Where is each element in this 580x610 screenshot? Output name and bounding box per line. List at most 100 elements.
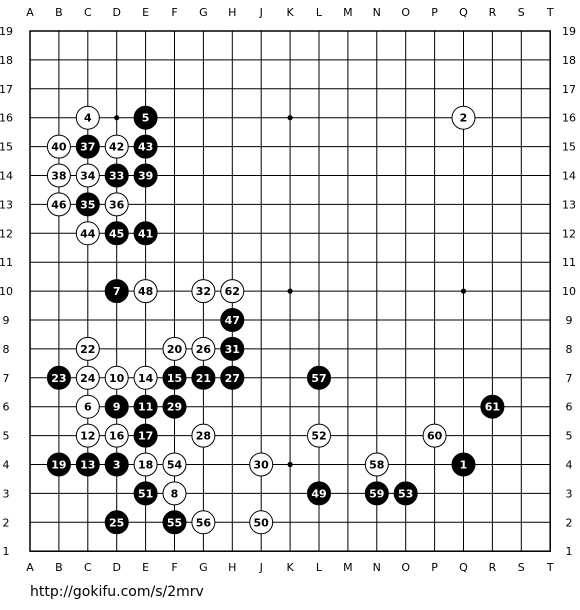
stone-disc [191,279,216,304]
move-number: 45 [109,227,124,240]
stone-disc [46,134,71,159]
board-coordinates: AABBCCDDEEFFGGHHJJKKLLMMNNOOPPQQRRSSTT19… [0,6,576,574]
stone-disc [104,279,129,304]
column-label-top: N [373,6,381,19]
move-number: 60 [427,430,443,443]
star-point [287,115,293,121]
stone-disc [133,481,158,506]
move-number: 32 [196,285,211,298]
star-point [287,461,293,468]
column-label-bottom: A [26,561,34,574]
stone-disc [191,510,216,535]
stone-disc [220,365,245,390]
black-stone: 13 [75,452,100,477]
black-stone: 7 [104,279,129,304]
move-number: 24 [80,372,96,385]
column-label-top: Q [459,6,468,19]
column-label-top: C [84,6,92,19]
black-stone: 1 [451,452,476,477]
stone-disc [104,452,129,477]
stone-disc [162,510,187,535]
white-stone: 46 [46,192,71,217]
column-label-top: G [199,6,208,19]
column-label-top: O [401,6,410,19]
white-stone: 34 [75,163,100,188]
stone-disc [75,163,100,188]
black-stone: 41 [133,221,158,246]
stone-disc [104,163,129,188]
move-number: 28 [196,430,211,443]
white-stone: 18 [133,452,158,477]
stone-disc [480,394,505,419]
row-label-right: 2 [566,516,573,529]
star-points [114,115,467,468]
white-stone: 54 [162,452,187,477]
column-label-bottom: J [259,561,263,574]
stone-disc [133,134,158,159]
move-number: 59 [369,487,384,500]
column-label-top: A [26,6,34,19]
stone-disc [422,423,447,448]
move-number: 15 [167,372,182,385]
stone-disc [220,308,245,332]
source-url[interactable]: http://gokifu.com/s/2mrv [30,584,204,600]
column-label-bottom: G [199,561,208,574]
white-stone: 4 [75,105,100,130]
move-number: 49 [311,487,326,500]
move-number: 51 [138,487,153,500]
black-stone: 61 [480,394,505,419]
move-number: 22 [80,343,95,356]
black-stone: 47 [220,308,245,332]
black-stone: 55 [162,510,187,535]
stone-disc [104,192,129,217]
column-label-bottom: S [518,561,525,574]
row-label-left: 17 [0,83,13,96]
move-number: 47 [225,314,240,327]
move-number: 34 [80,170,96,183]
white-stone: 14 [133,365,158,390]
move-number: 30 [254,459,270,472]
white-stone: 56 [191,510,216,535]
stone-disc [249,452,274,477]
star-point [460,288,467,294]
white-stone: 44 [75,221,100,246]
stone-disc [133,221,158,246]
black-stone: 9 [104,394,129,419]
column-label-bottom: R [489,561,497,574]
row-label-right: 4 [566,459,573,472]
move-number: 14 [138,372,154,385]
white-stone: 32 [191,279,216,304]
stone-disc [451,452,476,477]
black-stone: 19 [46,452,71,477]
stone-disc [75,134,100,159]
column-label-bottom: O [401,561,410,574]
stone-disc [75,365,100,390]
white-stone: 24 [75,365,100,390]
move-number: 31 [225,343,240,356]
column-label-bottom: N [373,561,381,574]
stone-disc [191,423,216,448]
black-stone: 3 [104,452,129,477]
white-stone: 52 [307,423,331,448]
move-number: 18 [138,459,153,472]
move-number: 35 [80,198,95,211]
row-label-left: 18 [0,54,13,67]
row-label-right: 17 [562,83,576,96]
row-label-left: 10 [0,285,13,298]
column-label-bottom: E [142,561,149,574]
column-label-bottom: B [55,561,63,574]
move-number: 11 [138,401,153,414]
row-label-right: 7 [566,372,573,385]
move-number: 40 [51,141,67,154]
move-number: 13 [80,459,95,472]
stone-disc [162,481,187,506]
white-stone: 20 [162,336,187,361]
stone-disc [75,452,100,477]
black-stone: 57 [307,365,331,390]
row-label-left: 16 [0,112,13,125]
stone-disc [75,336,100,361]
black-stone: 39 [133,163,158,188]
stone-disc [75,221,100,246]
white-stone: 10 [104,365,129,390]
row-label-right: 10 [562,285,576,298]
